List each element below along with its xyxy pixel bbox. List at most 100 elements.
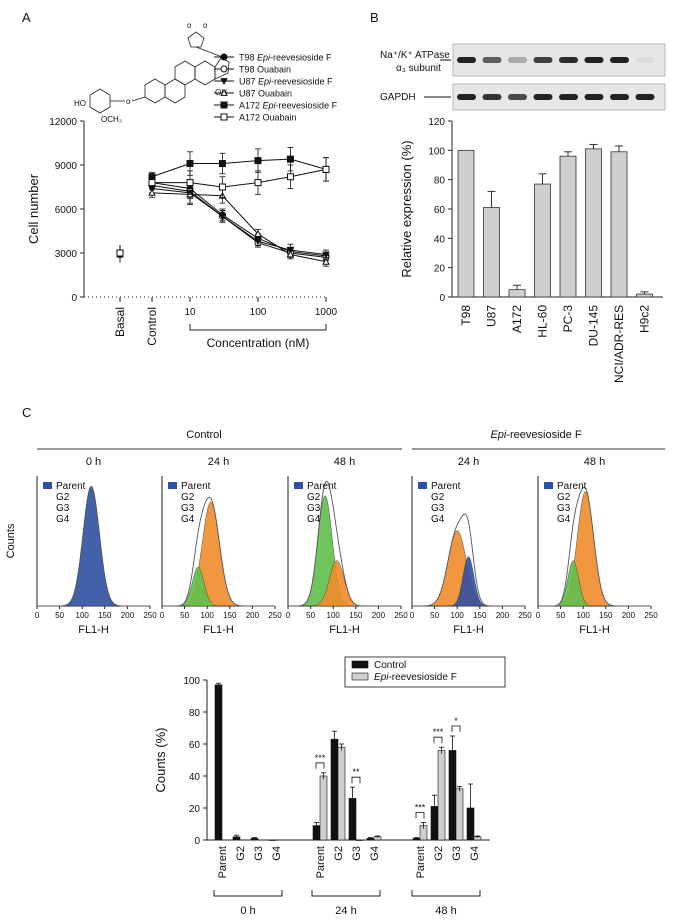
label-part: T98 [239,53,257,63]
x-tick-label: 200 [246,611,260,620]
x-tick-label: 200 [372,611,386,620]
x-tick-label: 100 [327,611,341,620]
x-tick-label: Parent [315,846,327,878]
x-tick-label: 100 [76,611,90,620]
legend-marker [220,65,228,73]
peak-area [412,556,525,607]
legend-marker [220,101,228,109]
label-part: Epi [263,101,277,111]
blot-label-atpase: Na⁺/K⁺ ATPase [380,50,450,61]
y-tick-label: 20 [189,804,201,815]
y-tick-label: 3000 [55,249,78,260]
gapdh-band [559,94,578,100]
data-point [286,250,295,258]
y-axis-title: Counts [5,523,17,558]
cell-number-line-chart: 0 3000 6000 9000 12000 Cell number 10 100 1000 Ba… [26,53,338,351]
legend-marker [220,88,228,96]
label-part: U87 [239,77,258,87]
data-point [322,257,330,265]
data-point [254,238,262,246]
x-tick-label: HL-60 [536,305,550,338]
x-axis-title: FL1-H [78,624,109,636]
chemical-structure-icon [89,31,230,114]
legend-marker [220,113,228,121]
x-tick-label: 10 [184,307,196,318]
x-tick-label: Parent [415,846,427,878]
peak-area [37,486,150,607]
peak-area [162,501,275,607]
bar [610,151,628,298]
significance-label: *** [315,753,326,763]
data-point [254,157,262,165]
x-tick-label: 200 [496,611,510,620]
x-tick-label: 150 [223,611,237,620]
x-tick-label: 250 [143,611,157,620]
x-tick-label: 250 [394,611,408,620]
series-line [152,168,327,188]
legend-label: G4 [307,514,321,525]
legend-label: G4 [557,514,571,525]
bar [330,738,339,841]
svg-text:OCH₃: OCH₃ [101,115,122,124]
legend-label: U87 Ouabain [239,89,292,99]
y-axis-title: Relative expression (%) [399,140,414,277]
data-point [254,179,262,187]
x-tick-label: 0 [160,611,165,620]
y-tick-label: 40 [434,234,446,245]
data-point [218,213,227,221]
legend-label: Parent [56,481,86,492]
atpase-band [584,57,604,63]
y-tick-label: 100 [428,146,445,157]
x-tick-label: U87 [485,305,499,327]
atpase-band [559,57,578,63]
x-tick-label: G2 [235,846,247,861]
x-tick-label: 150 [473,611,487,620]
x-tick-label: 250 [268,611,282,620]
data-point [186,179,194,187]
legend-label: G3 [307,503,321,514]
bar [636,293,653,298]
significance-label: *** [433,727,444,737]
bar [319,775,328,841]
peak-area [538,491,651,607]
y-tick-label: 80 [434,176,446,187]
atpase-band [533,57,553,63]
peak-area [288,560,401,607]
atpase-band [508,57,527,63]
label-part: Epi [257,53,271,63]
time-label: 0 h [86,456,101,468]
svg-text:o: o [126,97,131,106]
flow-cytometry-histograms: Control Epi-reevesioside F 0 h 0 50 100 150 200… [5,429,665,636]
legend-label: G2 [557,492,571,503]
atpase-band [457,57,476,63]
panel-label-c: C [22,405,31,420]
y-tick-label: 40 [189,772,201,783]
x-axis-title: FL1-H [579,624,610,636]
data-point [322,251,330,259]
group-label-treated: Epi-reevesioside F [490,429,581,441]
data-point [186,160,194,168]
group-label-control: Control [186,429,221,441]
y-axis-title: Counts (%) [153,727,168,792]
x-tick-label: 50 [556,611,565,620]
y-tick-label: 120 [428,117,445,128]
bar [355,839,364,841]
x-tick-label: 0 [410,611,415,620]
group-bracket [311,890,381,897]
y-tick-label: 0 [439,293,445,304]
x-tick-label: 50 [180,611,189,620]
y-tick-label: 60 [189,740,201,751]
significance-bracket [451,725,461,732]
category-label: Control [145,307,159,346]
legend-label: Parent [557,481,587,492]
x-tick-label: G3 [351,846,363,861]
x-tick-label: 0 [286,611,291,620]
